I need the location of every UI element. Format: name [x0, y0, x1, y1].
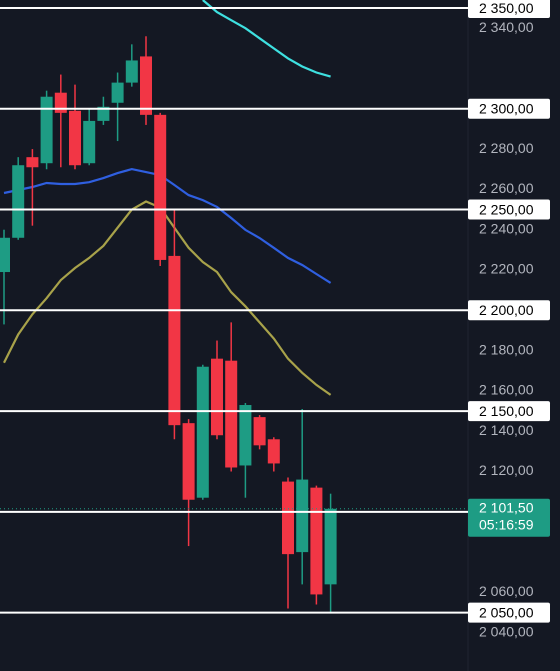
- level-label: 2 050,00: [479, 604, 534, 620]
- candle-body: [40, 96, 53, 164]
- level-label-box: [468, 401, 550, 422]
- level-label-box: [468, 0, 550, 19]
- candle-body: [154, 114, 167, 260]
- y-tick-label: 2 160,00: [479, 382, 534, 398]
- candle-body: [97, 106, 110, 121]
- y-tick-label: 2 260,00: [479, 180, 534, 196]
- level-label: 2 150,00: [479, 403, 534, 419]
- candle-body: [168, 255, 181, 426]
- candle-body: [296, 479, 309, 553]
- candle-body: [253, 417, 266, 446]
- candle-body: [310, 487, 323, 595]
- level-label: 2 250,00: [479, 201, 534, 217]
- candle-body: [83, 120, 96, 164]
- level-label-box: [468, 98, 550, 119]
- candle-body: [239, 405, 252, 466]
- y-tick-label: 2 220,00: [479, 261, 534, 277]
- candle-body: [69, 110, 81, 166]
- level-label: 2 300,00: [479, 101, 534, 117]
- level-label: 2 200,00: [479, 302, 534, 318]
- candle-body: [111, 82, 124, 103]
- y-tick-label: 2 140,00: [479, 422, 534, 438]
- y-tick-label: 2 120,00: [479, 462, 534, 478]
- candle-body: [182, 423, 195, 500]
- candle-body: [211, 358, 223, 436]
- y-tick-label: 2 340,00: [479, 19, 534, 35]
- candle-body: [324, 508, 337, 585]
- y-tick-label: 2 040,00: [479, 623, 534, 639]
- y-tick-label: 2 180,00: [479, 341, 534, 357]
- current-price-label: 2 101,50: [479, 499, 534, 515]
- y-tick-label: 2 240,00: [479, 220, 534, 236]
- moving-average-line: [202, 0, 331, 78]
- level-label: 2 350,00: [479, 0, 534, 16]
- y-tick-label: 2 280,00: [479, 140, 534, 156]
- candle-body: [12, 165, 25, 238]
- moving-average-line: [3, 200, 332, 396]
- candle-body: [0, 237, 10, 273]
- candle-body: [225, 360, 238, 468]
- current-price-box: [468, 498, 550, 537]
- moving-average-line: [3, 167, 332, 284]
- candle-body: [282, 481, 294, 555]
- candle-body: [196, 366, 209, 498]
- level-label-box: [468, 199, 550, 220]
- y-tick-label: 2 060,00: [479, 583, 534, 599]
- candle-body: [26, 157, 39, 168]
- countdown-timer: 05:16:59: [479, 516, 534, 532]
- level-label-box: [468, 300, 550, 321]
- candle-body: [125, 60, 138, 83]
- candle-body: [267, 439, 280, 464]
- candle-body: [54, 92, 67, 113]
- level-label-box: [468, 602, 550, 623]
- candle-body: [140, 56, 152, 115]
